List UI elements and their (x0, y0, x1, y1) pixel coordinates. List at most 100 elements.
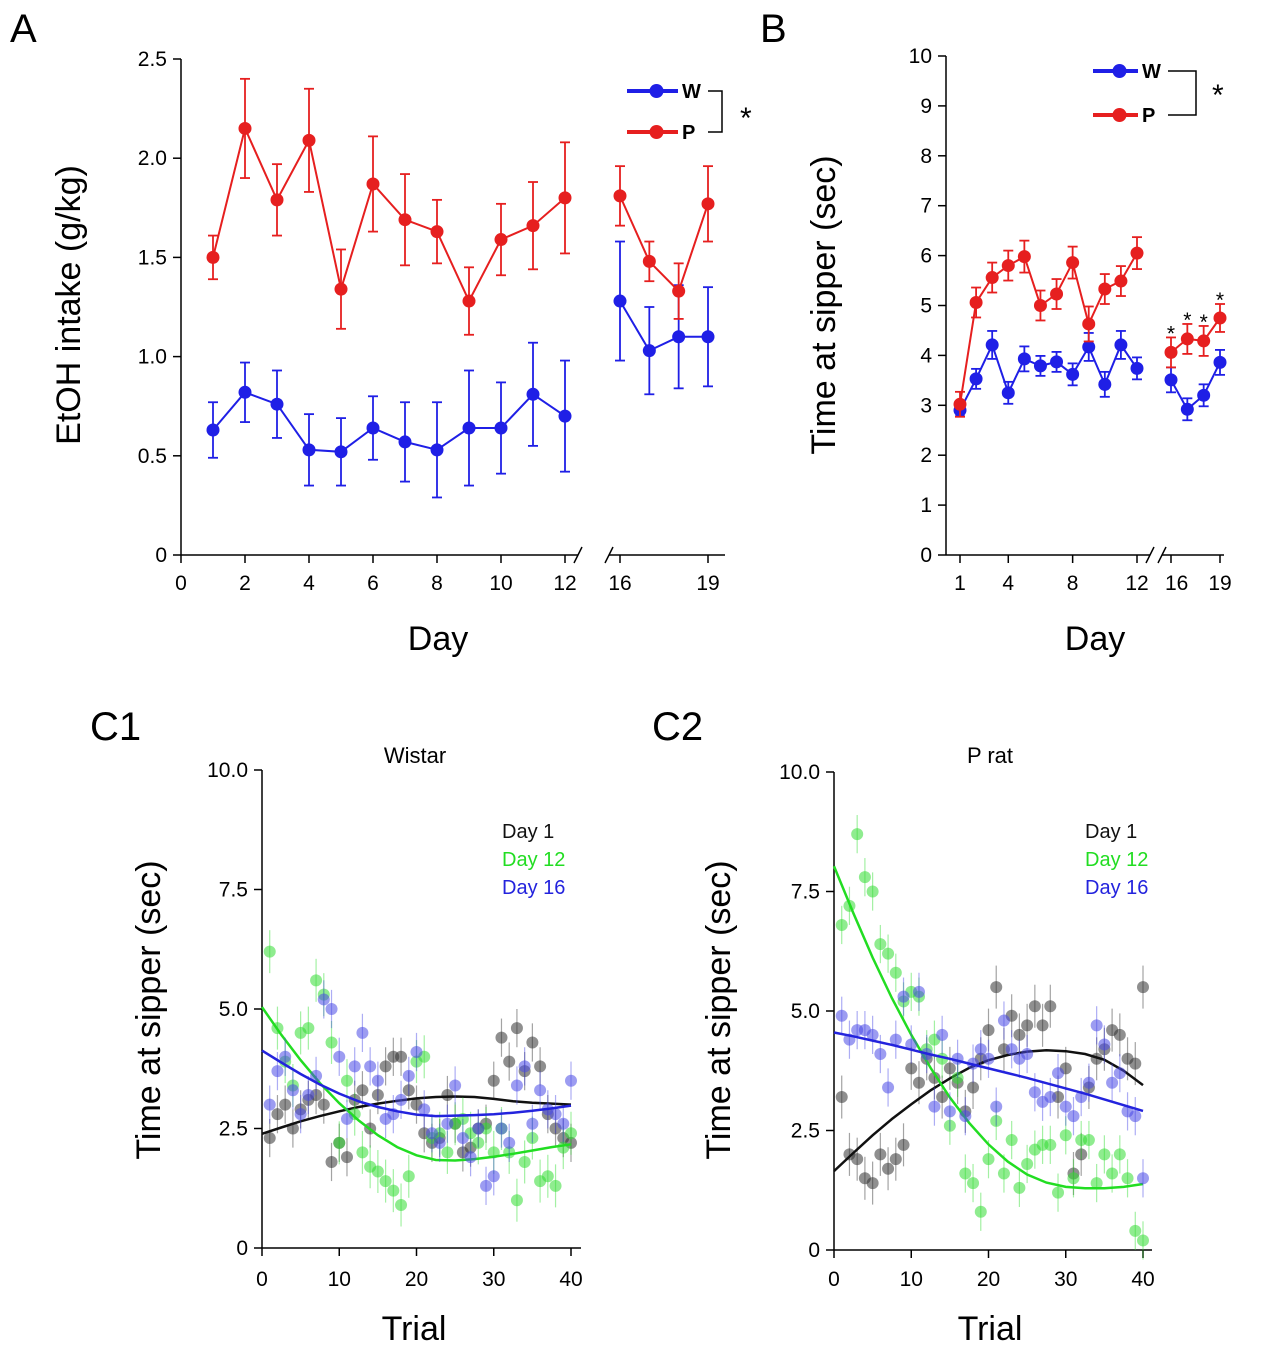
panel-c2-data-point (1059, 1129, 1072, 1142)
panel-a-data-point (270, 193, 284, 207)
panel-c1-data-point (549, 1179, 562, 1192)
panel-b-data-point (1130, 361, 1144, 375)
panel-a-significance-bracket (708, 90, 723, 133)
panel-c2-data-point (990, 1114, 1003, 1127)
panel-b-data-point (1197, 388, 1211, 402)
panel-a-panel-label: A (10, 7, 37, 51)
panel-a-data-point (672, 330, 686, 344)
panel-c2-panel-label: C2 (652, 705, 703, 749)
panel-b-data-point (1213, 311, 1227, 325)
panel-c2-x-axis-label: Trial (958, 1310, 1023, 1348)
panel-b-legend-marker (1112, 108, 1127, 122)
panel-a-x-tick-label: 0 (175, 572, 187, 595)
panel-c2-data-point (1113, 1028, 1126, 1041)
panel-c1-x-tick-label: 20 (405, 1268, 428, 1291)
panel-c2-data-point (897, 990, 910, 1003)
panel-c1-data-point (418, 1103, 431, 1116)
panel-c1-data-point (402, 1084, 415, 1097)
panel-b-y-axis-label: Time at sipper (sec) (805, 155, 843, 454)
panel-c1-data-point (441, 1146, 454, 1159)
panel-c2-data-point (1021, 1019, 1034, 1032)
panel-b-data-point (1180, 332, 1194, 346)
panel-a-x-tick-label: 10 (489, 572, 512, 595)
panel-a-data-point (613, 189, 627, 203)
panel-c2-legend-label: Day 16 (1085, 877, 1148, 899)
panel-c2-data-point (990, 1100, 1003, 1113)
panel-a-data-point (206, 423, 220, 437)
panel-c2-data-point (874, 938, 887, 951)
panel-b-legend-label: P (1142, 105, 1155, 127)
panel-c2-legend: Day 1 Day 12 Day 16 (1085, 821, 1148, 899)
panel-a-data-point (206, 250, 220, 264)
panel-c1-data-point (279, 1050, 292, 1063)
panel-a-data-point (672, 284, 686, 298)
panel-b-annotation-star: * (1183, 309, 1191, 332)
panel-c2-data-point (866, 1177, 879, 1190)
panel-b-legend-marker (1112, 64, 1127, 78)
panel-c1-data-point (557, 1117, 570, 1130)
panel-a-legend-label: P (682, 122, 695, 144)
panel-c2-data-point (882, 947, 895, 960)
panel-a-data-point (701, 197, 715, 211)
panel-c1-y-tick-label: 2.5 (219, 1118, 248, 1141)
panel-b-data-point (1082, 317, 1096, 331)
panel-a-data-point (238, 385, 252, 399)
panel-b-series-w (953, 330, 1227, 422)
panel-b-data-point (969, 296, 983, 310)
panel-c2-data-point (1129, 1110, 1142, 1123)
panel-c1-data-point (371, 1165, 384, 1178)
panel-c1-data-point (395, 1050, 408, 1063)
panel-c1-data-point (263, 945, 276, 958)
panel-c2-data-point (889, 1033, 902, 1046)
panel-c1-data-point (379, 1175, 392, 1188)
panel-a-axis-break-mark (604, 546, 614, 564)
panel-c2-x-tick-label: 10 (900, 1268, 923, 1291)
panel-b-annotation-star: * (1216, 289, 1224, 312)
panel-a-x-tick-label: 16 (608, 572, 631, 595)
panel-a-data-point (558, 191, 572, 205)
panel-c1-data-point (510, 1194, 523, 1207)
panel-b-data-point (1033, 359, 1047, 373)
panel-c2-fit-curve (832, 865, 1144, 1190)
panel-c1-data-point (456, 1132, 469, 1145)
panel-a-data-point (366, 421, 380, 435)
panel-c2-data-point (1028, 1000, 1041, 1013)
panel-c2-data-point (1075, 1148, 1088, 1161)
panel-c2-data-point (1137, 1172, 1149, 1185)
panel-c2-data-point (951, 1071, 964, 1084)
panel-c1-data-point (317, 1098, 330, 1111)
panel-c2-data-point (1129, 1224, 1142, 1237)
panel-c2-data-point (1137, 981, 1149, 994)
panel-b-data-point (969, 372, 983, 386)
panel-a-data-point (494, 421, 508, 435)
panel-b-axis-break-mark (1145, 546, 1155, 564)
panel-a-x-tick-label: 12 (553, 572, 576, 595)
panel-b-legend: WP * (1093, 61, 1224, 127)
panel-c2-data-point (1106, 1076, 1119, 1089)
panel-c2-data-point (1005, 1134, 1018, 1147)
panel-a-series-line (212, 391, 566, 453)
panel-c1-data-point (487, 1074, 500, 1087)
panel-c2-data-point (835, 918, 848, 931)
panel-c2-data-point (874, 1148, 887, 1161)
panel-a-legend-label: W (682, 81, 701, 103)
panel-b-y-tick-label: 5 (920, 295, 932, 318)
panel-c1-data-point (371, 1074, 384, 1087)
panel-b-x-tick-label: 19 (1208, 572, 1231, 595)
panel-c2-data-point (1021, 1157, 1034, 1170)
panel-c2-data-point (943, 1062, 956, 1075)
panel-c2-data-point (835, 1091, 848, 1104)
panel-c2-x-tick-label: 30 (1054, 1268, 1077, 1291)
panel-a-data-point (334, 445, 348, 459)
panel-a-axis-break-mark (573, 546, 583, 564)
panel-b-data-point (1213, 355, 1227, 369)
panel-c2-data-point (1121, 1172, 1134, 1185)
panel-c1-data-point (356, 1026, 369, 1039)
panel-c1-data-point (541, 1170, 554, 1183)
panel-c1-data-point (294, 1108, 307, 1121)
panel-a-x-axis-label: Day (408, 620, 468, 658)
panel-c1-data-point (271, 1108, 284, 1121)
panel-c1-data-point (302, 1022, 315, 1035)
panel-a-x-tick-label: 19 (696, 572, 719, 595)
panel-c1-data-point (549, 1108, 562, 1121)
